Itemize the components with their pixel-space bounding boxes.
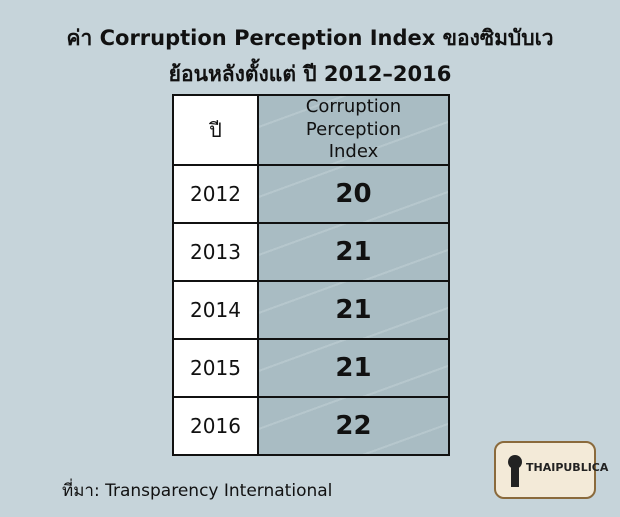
table-row: 2012 20 — [172, 164, 450, 224]
header-row: ปี Corruption Perception Index — [172, 94, 450, 166]
logo-text: THAIPUBLICA — [526, 461, 609, 474]
index-cell: 21 — [257, 280, 450, 340]
year-cell: 2013 — [172, 222, 259, 282]
year-cell: 2016 — [172, 396, 259, 456]
logo: THAIPUBLICA — [494, 441, 608, 499]
table-row: 2014 21 — [172, 280, 450, 340]
index-cell: 21 — [257, 222, 450, 282]
table-row: 2016 22 — [172, 396, 450, 456]
column-header: Corruption Perception Index — [257, 94, 450, 166]
table-row: 2015 21 — [172, 338, 450, 398]
column-header: ปี — [172, 94, 259, 166]
title: ย้อนหลังตั้งแต่ ปี 2012–2016 — [168, 62, 452, 86]
year-cell: 2014 — [172, 280, 259, 340]
data-table: ปี Corruption Perception Index 2012 20 2013 2… — [172, 94, 450, 456]
source: ที่มา: Transparency International — [62, 481, 333, 501]
logo-icon — [511, 465, 519, 487]
year-cell: 2015 — [172, 338, 259, 398]
title: ค่า Corruption Perception Index ของซิมบั… — [66, 26, 554, 50]
index-cell: 20 — [257, 164, 450, 224]
year-cell: 2012 — [172, 164, 259, 224]
index-cell: 22 — [257, 396, 450, 456]
table-row: 2013 21 — [172, 222, 450, 282]
index-cell: 21 — [257, 338, 450, 398]
